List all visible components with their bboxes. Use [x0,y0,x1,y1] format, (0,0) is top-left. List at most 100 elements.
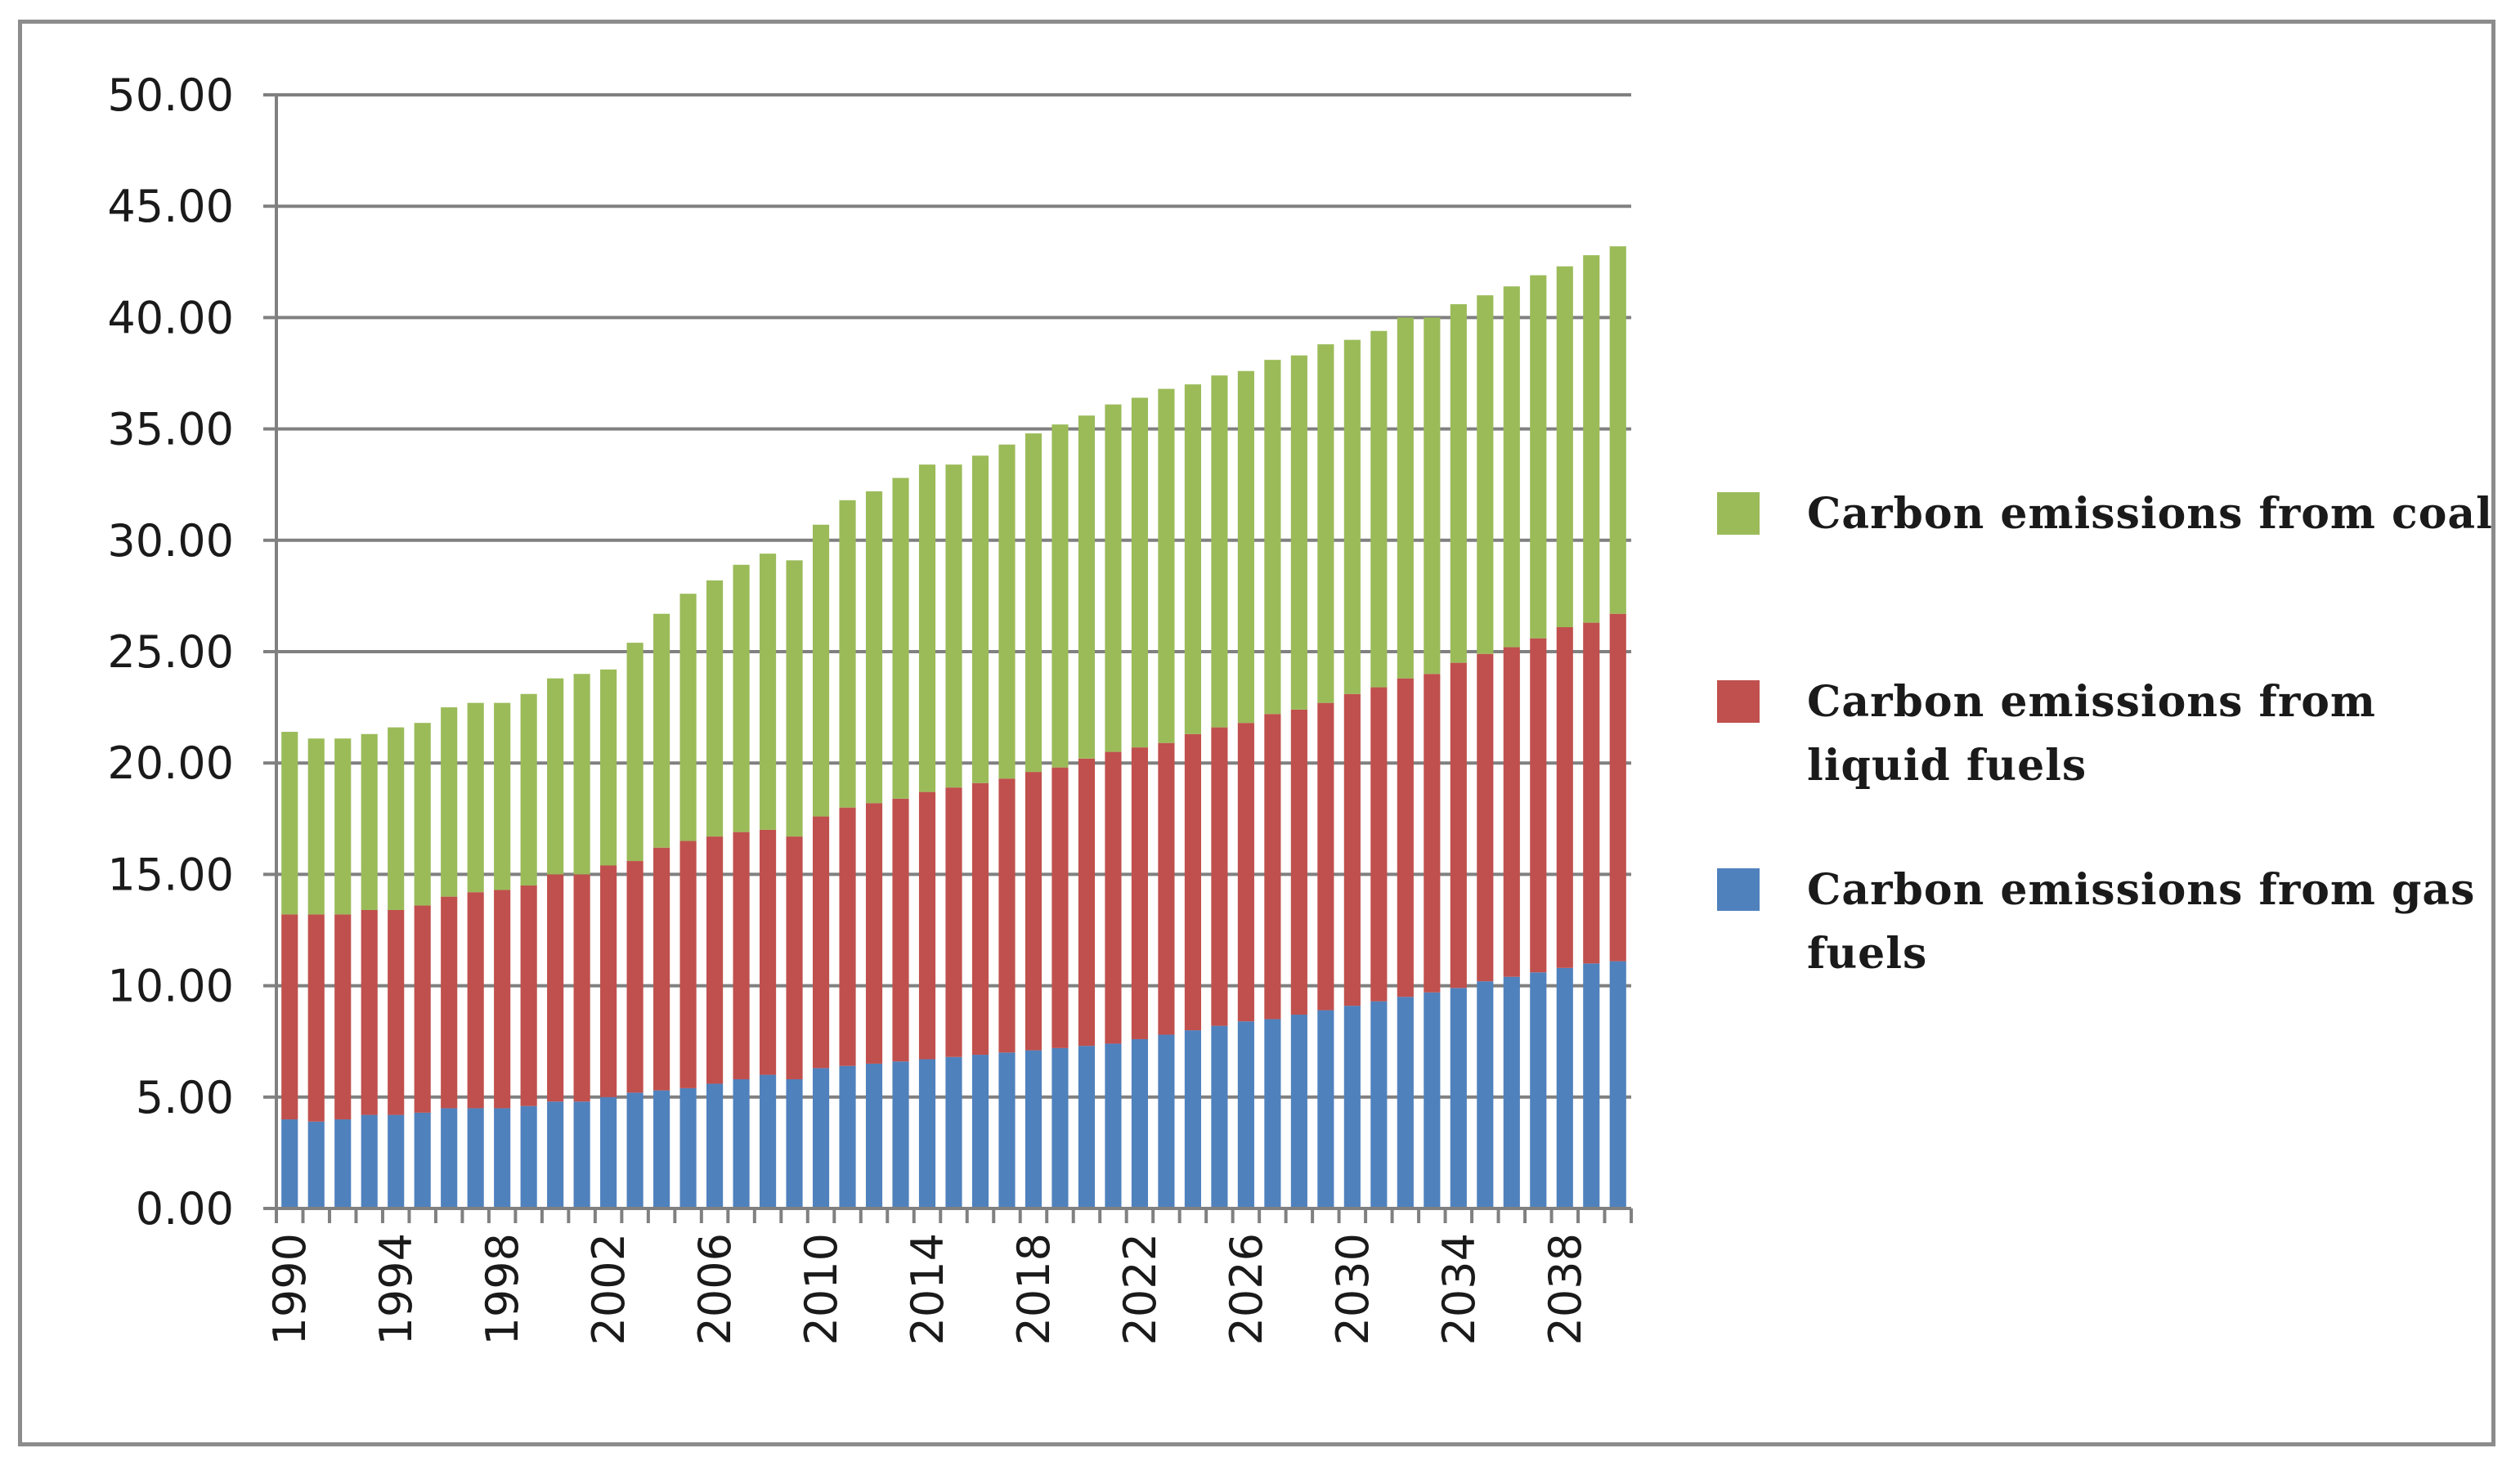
bar-coal-2002 [600,669,617,866]
bar-fuels-2014 [918,1059,936,1208]
bar-fuels-1996 [441,1108,458,1208]
bar-coal-2003 [626,643,643,862]
x-tick-label: 2026 [1221,1233,1272,1345]
bar-coal-2013 [892,477,909,799]
bar-fuels-2012 [865,803,883,1064]
bar-fuels-1996 [441,896,458,1109]
bar-fuels-2037 [1530,638,1547,973]
bar-coal-2039 [1583,255,1600,623]
bar-fuels-2032 [1397,678,1414,998]
bar-fuels-2032 [1397,997,1414,1208]
bar-fuels-2021 [1105,751,1122,1044]
bar-coal-2040 [1609,246,1626,614]
bar-fuels-2003 [626,1092,643,1208]
bar-coal-2031 [1370,330,1388,688]
bar-coal-2029 [1317,344,1334,703]
y-tick-label: 30.00 [107,515,234,567]
legend-label-liquid-fuels: Carbon emissions from liquid fuels [1807,677,2376,791]
bar-coal-1995 [414,723,431,906]
bar-coal-2009 [786,560,803,837]
x-tick-label: 1994 [370,1233,422,1345]
bar-coal-2008 [759,554,777,830]
bar-coal-2033 [1424,317,1441,675]
bar-fuels-2024 [1184,1030,1201,1208]
bar-fuels-2009 [786,836,803,1080]
bar-fuels-2023 [1158,742,1175,1035]
bar-fuels-2003 [626,861,643,1093]
bar-fuels-2040 [1609,961,1626,1208]
bar-fuels-2039 [1583,963,1600,1208]
y-tick-label: 20.00 [107,737,234,789]
bar-coal-2018 [1025,433,1043,773]
bar-coal-2022 [1131,397,1149,748]
bar-fuels-2033 [1424,674,1441,993]
bar-fuels-2028 [1290,709,1307,1015]
x-tick-label: 2022 [1114,1233,1166,1345]
x-tick-label: 2006 [689,1233,741,1345]
legend: Carbon emissions from coal Carbon emissi… [1717,482,2502,1047]
bar-coal-2023 [1158,388,1175,743]
x-tick-label: 2030 [1327,1233,1379,1345]
legend-label-coal: Carbon emissions from coal [1807,489,2493,539]
bar-coal-2004 [653,613,670,848]
bar-coal-2017 [998,444,1016,779]
bar-coal-2034 [1450,304,1467,663]
bar-fuels-1992 [334,914,352,1120]
bar-fuels-2025 [1211,727,1228,1026]
bar-coal-2024 [1184,384,1201,734]
bar-coal-2035 [1477,295,1494,654]
bar-coal-2037 [1530,275,1547,639]
x-tick-label: 2010 [796,1233,847,1345]
bar-fuels-2026 [1237,723,1254,1022]
bar-fuels-2022 [1131,747,1149,1039]
bar-coal-1992 [334,738,352,915]
bar-fuels-2015 [945,1056,962,1208]
y-tick-label: 10.00 [107,961,234,1012]
bar-fuels-2004 [653,1090,670,1208]
bar-fuels-1994 [388,1114,405,1208]
bar-fuels-2030 [1343,693,1361,1006]
y-tick-label: 5.00 [136,1072,234,1123]
legend-label-gas-fuels: Carbon emissions from gas fuels [1807,865,2476,979]
bar-fuels-2008 [759,1074,777,1208]
bar-fuels-1997 [467,892,484,1109]
bar-fuels-2006 [706,836,724,1084]
bar-fuels-2019 [1051,767,1069,1048]
bars [281,246,1626,1208]
bar-fuels-2029 [1317,1010,1334,1208]
bar-fuels-1993 [361,1114,378,1208]
bar-coal-2005 [679,594,697,841]
bar-fuels-1990 [281,914,298,1120]
bar-fuels-1995 [414,1112,431,1208]
bar-fuels-2038 [1556,627,1573,968]
bar-fuels-2014 [918,791,936,1060]
bar-coal-1999 [520,693,537,886]
bar-coal-1994 [388,727,405,910]
bar-fuels-2002 [600,865,617,1097]
legend-item-coal: Carbon emissions from coal [1717,482,2502,670]
bar-fuels-2000 [547,1101,564,1208]
bar-fuels-2027 [1264,714,1281,1020]
bar-fuels-2023 [1158,1034,1175,1208]
bar-coal-2026 [1237,370,1254,724]
bar-fuels-2011 [839,807,856,1066]
bar-fuels-1994 [388,909,405,1115]
bar-fuels-2013 [892,798,909,1062]
bar-coal-2038 [1556,266,1573,628]
bar-coal-2006 [706,580,724,837]
bar-fuels-2027 [1264,1019,1281,1208]
bar-fuels-2031 [1370,1001,1388,1208]
bar-coal-1997 [467,702,484,893]
bar-fuels-2026 [1237,1021,1254,1208]
bar-fuels-1997 [467,1108,484,1208]
bar-coal-2007 [733,564,750,832]
bar-coal-1996 [441,707,458,897]
bar-fuels-2029 [1317,702,1334,1011]
bar-coal-2010 [812,524,830,817]
bar-fuels-2010 [812,816,830,1069]
y-tick-label: 35.00 [107,404,234,455]
bar-fuels-2025 [1211,1025,1228,1208]
bar-coal-2012 [865,491,883,804]
bar-coal-2032 [1397,317,1414,679]
